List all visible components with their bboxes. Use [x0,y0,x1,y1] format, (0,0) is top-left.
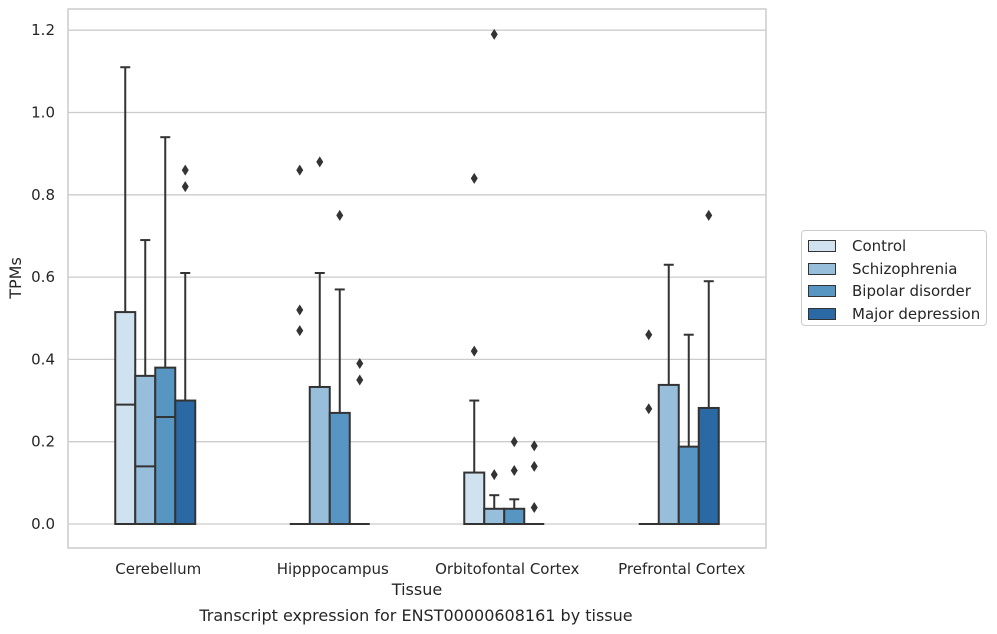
outlier-marker [705,209,713,221]
box-3-2 [677,333,700,525]
outlier-marker [530,440,538,452]
box-rect [697,406,720,525]
x-axis-label: Tissue [391,580,442,599]
y-tick-label: 1.2 [31,21,55,39]
outlier-marker [356,374,364,386]
legend-item-bipolar-disorder: Bipolar disorder [808,280,986,303]
y-tick-labels: 0.0 0.2 0.4 0.6 0.8 1.0 1.2 [31,21,55,533]
outlier-marker [490,28,498,40]
box-rect [114,311,137,526]
box-2-0 [463,172,486,525]
chart-caption: Transcript expression for ENST0000060816… [199,606,633,625]
legend-label-major-depression: Major depression [852,304,981,323]
outlier-marker [181,181,189,193]
box-2-2 [503,436,526,526]
outlier-marker [510,436,518,448]
boxes [114,28,720,526]
legend-swatch-control [808,240,836,253]
legend-label-schizophrenia: Schizophrenia [852,259,958,278]
box-0-3 [174,164,197,525]
box-1-2 [328,209,351,525]
y-tick-label: 0.6 [31,268,55,286]
outlier-marker [316,156,324,168]
box-0-1 [134,239,157,525]
outlier-marker [356,358,364,370]
box-1-1 [308,156,331,525]
box-0-2 [154,136,177,525]
legend-item-major-depression: Major depression [808,303,986,326]
legend-label-bipolar-disorder: Bipolar disorder [852,282,971,301]
y-tick-label: 0.2 [31,433,55,451]
outlier-marker [530,460,538,472]
legend-item-control: Control [808,235,986,258]
legend-item-schizophrenia: Schizophrenia [808,258,986,281]
box-3-3 [697,209,720,525]
y-tick-label: 1.0 [31,104,55,122]
x-tick-label: Cerebellum [115,560,201,578]
legend-swatch-schizophrenia [808,262,836,275]
box-2-1 [483,28,506,526]
outlier-marker [645,329,653,341]
box-rect [657,383,680,525]
x-tick-label: Prefrontal Cortex [618,560,745,578]
outlier-marker [296,164,304,176]
x-tick-label: Hipppocampus [277,560,389,578]
legend: Control Schizophrenia Bipolar disorder M… [801,230,987,326]
box-rect [503,507,526,526]
box-1-0 [289,164,310,525]
x-tick-label: Orbitofontal Cortex [435,560,579,578]
box-1-3 [349,358,370,525]
outlier-marker [470,172,478,184]
box-rect [308,385,331,525]
box-rect [328,411,351,525]
box-rect [154,366,177,525]
y-tick-label: 0.0 [31,515,55,533]
box-rect [483,507,506,526]
outlier-marker [336,209,344,221]
y-tick-label: 0.4 [31,350,55,368]
box-rect [174,399,197,525]
box-rect [134,374,157,525]
legend-swatch-major-depression [808,307,836,320]
outlier-marker [530,502,538,514]
plot-frame [67,8,767,549]
box-3-1 [657,263,680,525]
box-3-0 [638,329,659,525]
outlier-marker [296,304,304,316]
outlier-marker [510,465,518,477]
outlier-marker [470,345,478,357]
outlier-marker [645,403,653,415]
box-rect [677,445,700,525]
box-rect [463,471,486,525]
x-tick-labels: Cerebellum Hipppocampus Orbitofontal Corte… [115,560,745,578]
legend-swatch-bipolar-disorder [808,285,836,298]
y-axis-label: TPMs [6,257,25,300]
y-tick-label: 0.8 [31,186,55,204]
outlier-marker [490,469,498,481]
box-0-0 [114,66,137,526]
legend-label-control: Control [852,237,907,256]
outlier-marker [296,325,304,337]
box-2-3 [524,440,545,525]
outlier-marker [181,164,189,176]
